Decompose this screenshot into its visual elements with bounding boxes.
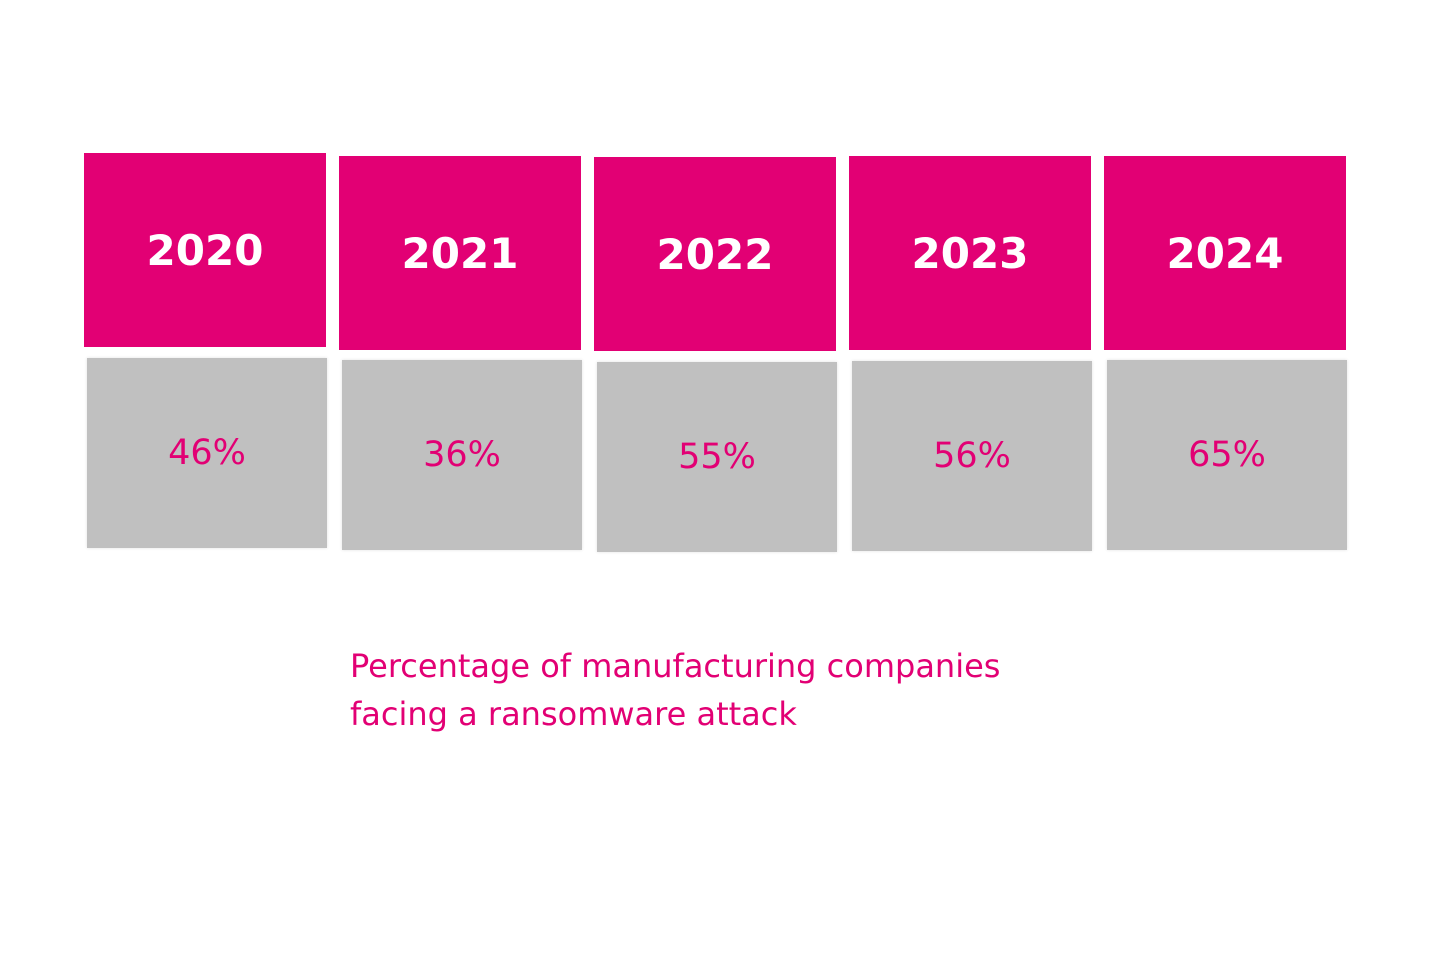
value-cell-2021: 36% [342,360,582,550]
value-cell-2024: 65% [1107,360,1347,550]
year-header-2021: 2021 [339,156,581,350]
caption-line-1: Percentage of manufacturing companies [350,647,1001,685]
year-header-2020: 2020 [84,153,326,347]
year-header-2023: 2023 [849,156,1091,350]
value-cell-2022: 55% [597,362,837,552]
year-header-2022: 2022 [594,157,836,351]
value-cell-2023: 56% [852,361,1092,551]
year-header-2024: 2024 [1104,156,1346,350]
value-cell-2020: 46% [87,358,327,548]
caption-line-2: facing a ransomware attack [350,695,797,733]
chart-caption: Percentage of manufacturing companies fa… [350,642,1110,738]
